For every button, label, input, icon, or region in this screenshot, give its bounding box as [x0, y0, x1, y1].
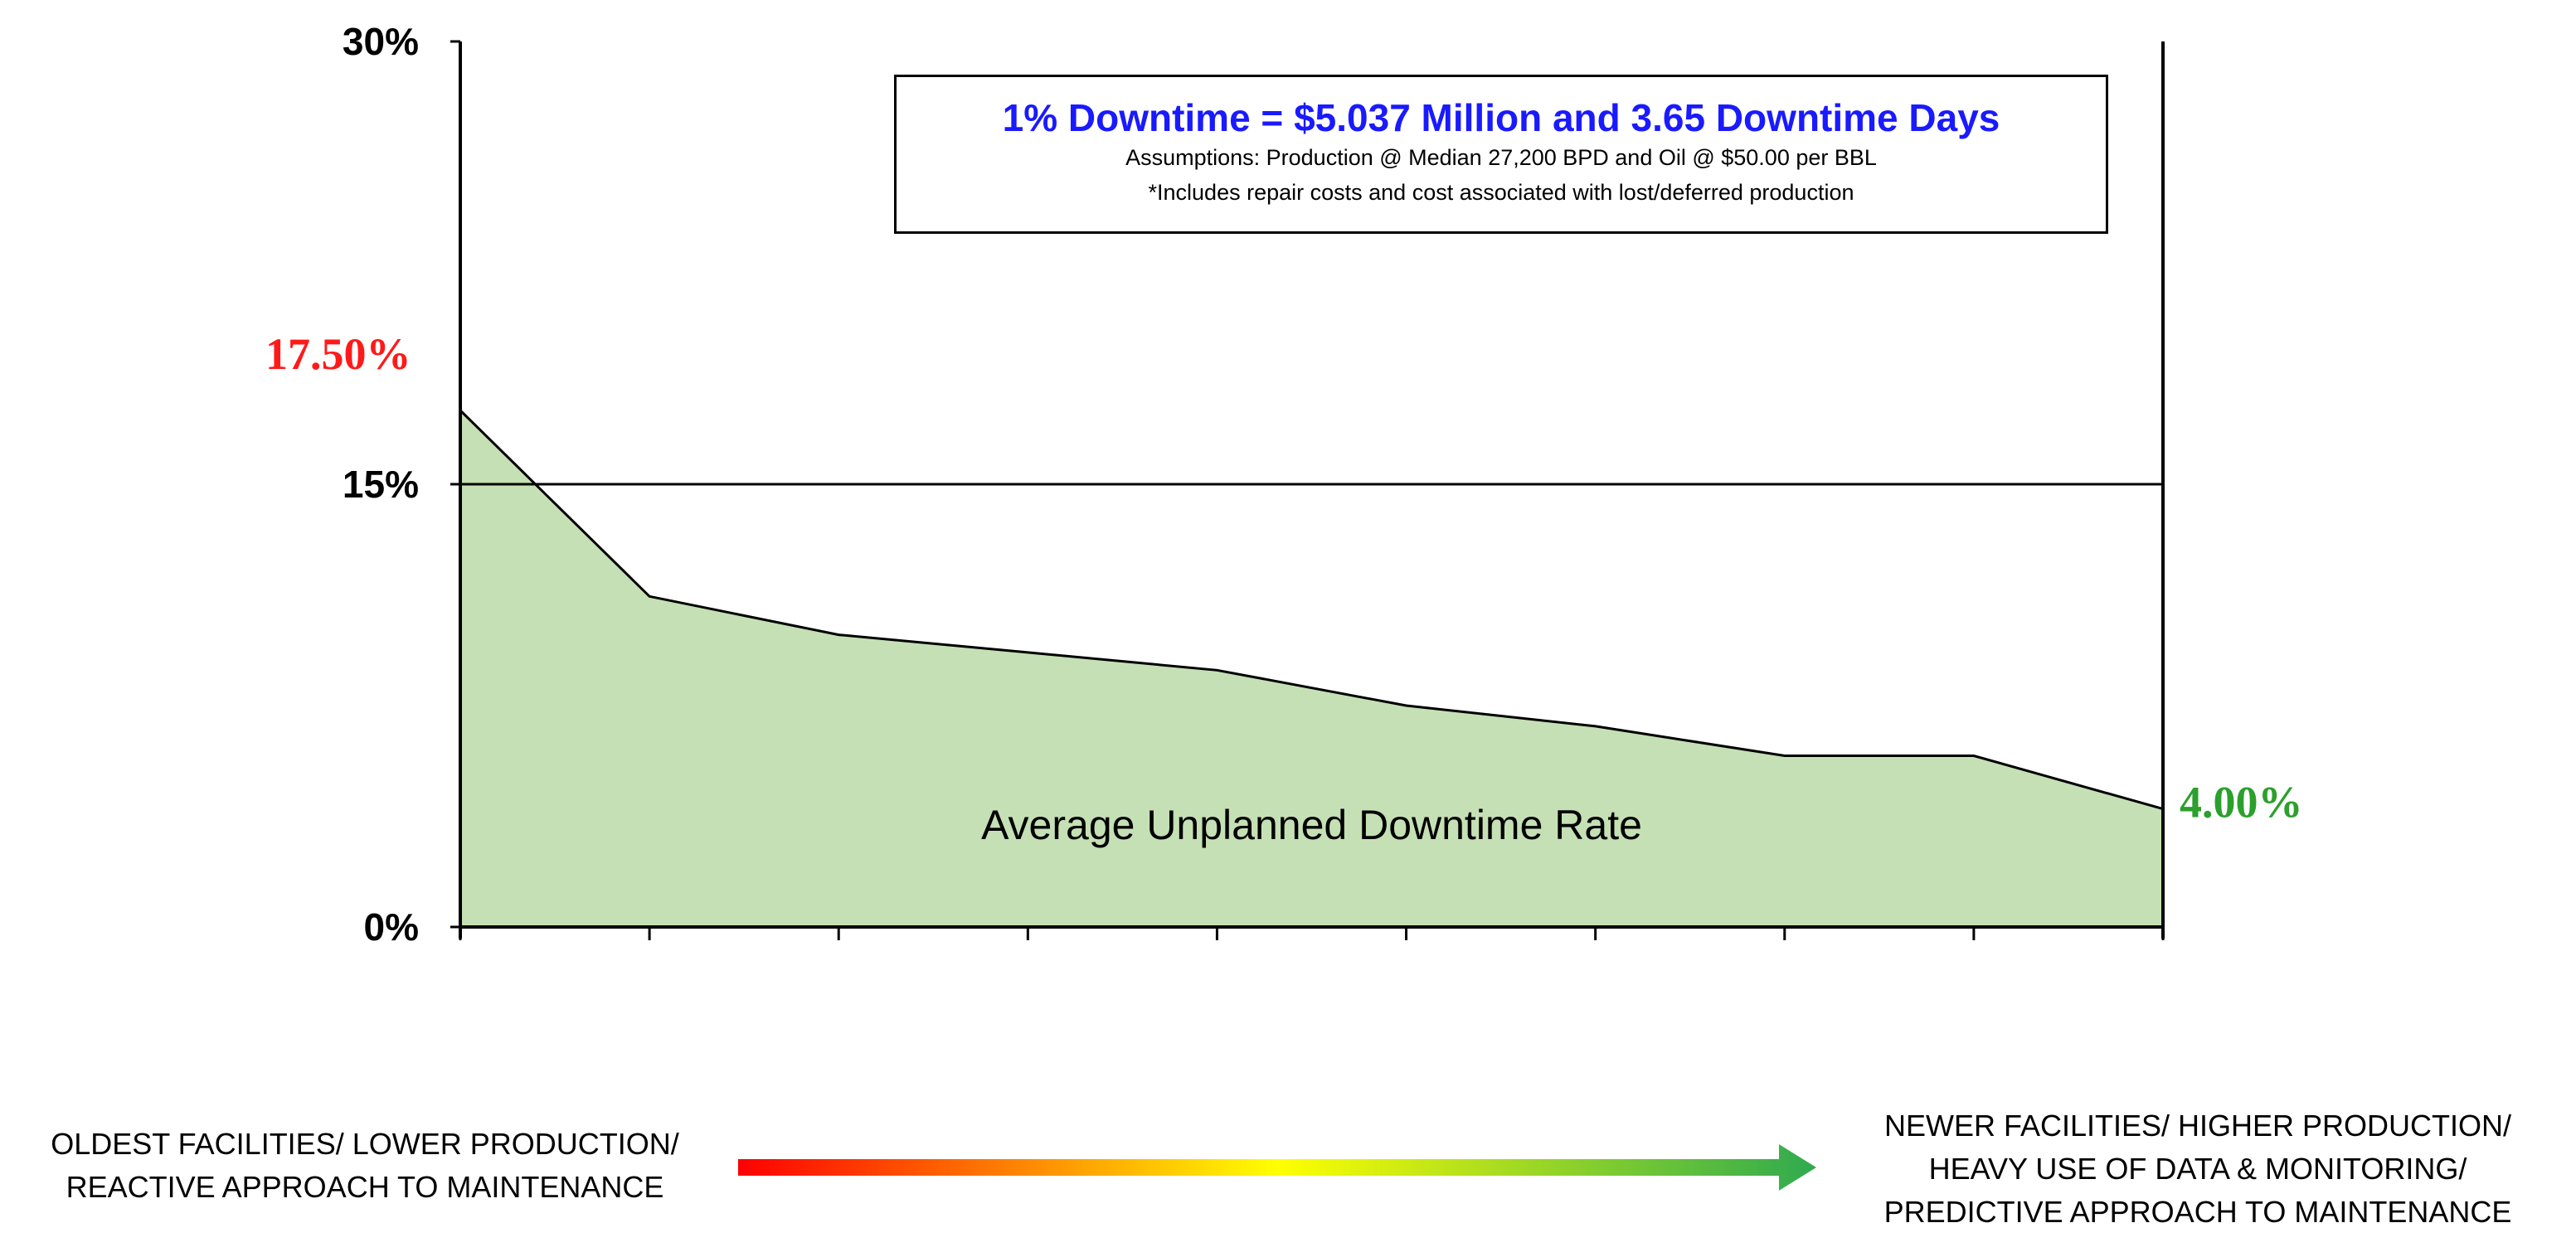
- info-footnote: *Includes repair costs and cost associat…: [1148, 180, 1854, 206]
- y-tick-label: 30%: [343, 20, 419, 63]
- y-ticks: 0% 15% 30%: [343, 20, 460, 949]
- footer-left-line-1: OLDEST FACILITIES/ LOWER PRODUCTION/: [51, 1127, 679, 1161]
- series-label: Average Unplanned Downtime Rate: [981, 802, 1642, 848]
- footer-right-caption: NEWER FACILITIES/ HIGHER PRODUCTION/ HEA…: [1833, 1104, 2563, 1235]
- footer-left-line-2: REACTIVE APPROACH TO MAINTENANCE: [66, 1170, 664, 1205]
- downtime-area: [460, 410, 2163, 927]
- start-value-label: 17.50%: [265, 329, 411, 379]
- y-tick-label: 0%: [364, 905, 419, 949]
- end-value-label: 4.00%: [2180, 778, 2303, 827]
- plot-area: 0% 15% 30%: [343, 20, 2165, 949]
- footer-right-line-3: PREDICTIVE APPROACH TO MAINTENANCE: [1883, 1195, 2512, 1230]
- info-title: 1% Downtime = $5.037 Million and 3.65 Do…: [1002, 96, 2000, 139]
- downtime-line: [459, 409, 2164, 811]
- assumptions-box: 1% Downtime = $5.037 Million and 3.65 Do…: [894, 75, 2108, 234]
- progress-arrow-icon: [738, 1144, 1816, 1191]
- x-ticks: [459, 927, 2165, 940]
- footer-left-caption: OLDEST FACILITIES/ LOWER PRODUCTION/ REA…: [17, 1123, 713, 1209]
- footer-right-line-1: NEWER FACILITIES/ HIGHER PRODUCTION/: [1883, 1109, 2512, 1143]
- info-assumptions: Assumptions: Production @ Median 27,200 …: [1125, 145, 1877, 171]
- y-tick-label: 15%: [343, 463, 419, 506]
- footer-right-line-2: HEAVY USE OF DATA & MONITORING/: [1928, 1152, 2467, 1186]
